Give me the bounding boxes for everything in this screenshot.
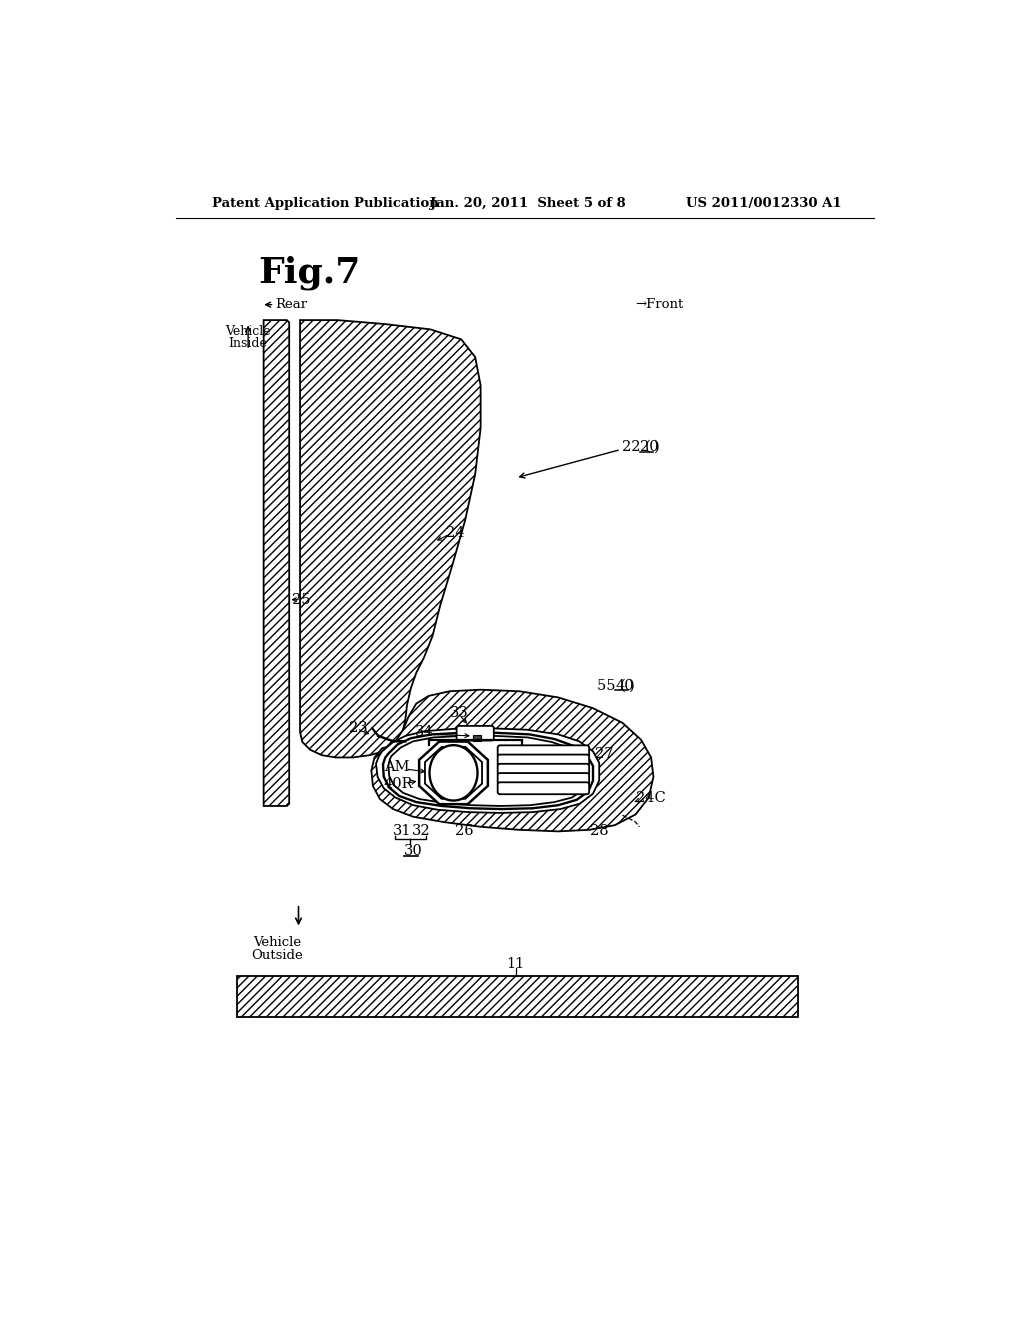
Text: ): ) (629, 678, 635, 693)
Text: 24C: 24C (636, 791, 667, 805)
Text: AM: AM (384, 760, 410, 774)
Text: 40: 40 (615, 678, 634, 693)
FancyBboxPatch shape (498, 783, 589, 795)
Text: 20: 20 (640, 440, 658, 454)
Text: Vehicle: Vehicle (253, 936, 301, 949)
Text: 31: 31 (393, 825, 412, 838)
Text: 11: 11 (507, 957, 524, 970)
FancyBboxPatch shape (498, 774, 589, 785)
FancyBboxPatch shape (498, 764, 589, 776)
Polygon shape (383, 733, 593, 809)
Polygon shape (263, 321, 289, 807)
Text: Jan. 20, 2011  Sheet 5 of 8: Jan. 20, 2011 Sheet 5 of 8 (430, 197, 626, 210)
Text: 26: 26 (455, 825, 474, 838)
Bar (237, 977, 799, 1016)
Polygon shape (372, 689, 653, 832)
Polygon shape (376, 729, 599, 813)
Text: 33: 33 (450, 706, 468, 719)
Polygon shape (300, 321, 480, 758)
Text: Rear: Rear (275, 298, 307, 312)
Text: 22 (: 22 ( (622, 440, 650, 454)
Text: 25: 25 (292, 593, 311, 607)
Polygon shape (419, 742, 487, 804)
Text: 30: 30 (403, 845, 423, 858)
Bar (473, 735, 480, 741)
Text: Fig.7: Fig.7 (258, 255, 360, 289)
Text: Outside: Outside (251, 949, 303, 962)
Polygon shape (388, 737, 588, 807)
Text: 34: 34 (415, 725, 433, 739)
Text: Vehicle: Vehicle (225, 325, 271, 338)
FancyBboxPatch shape (457, 726, 494, 741)
Text: 32: 32 (412, 825, 430, 838)
FancyBboxPatch shape (498, 755, 589, 767)
Text: 40R: 40R (384, 776, 414, 791)
Text: Inside: Inside (228, 338, 267, 351)
Text: US 2011/0012330 A1: US 2011/0012330 A1 (686, 197, 842, 210)
Text: →Front: →Front (635, 298, 683, 312)
Text: 27: 27 (595, 747, 613, 760)
FancyBboxPatch shape (498, 746, 589, 758)
Text: ): ) (653, 440, 659, 454)
Text: 55 (: 55 ( (597, 678, 626, 693)
Polygon shape (425, 747, 482, 799)
Text: Patent Application Publication: Patent Application Publication (212, 197, 438, 210)
Text: 23: 23 (349, 721, 368, 735)
Text: 28: 28 (590, 825, 608, 838)
Text: 24: 24 (445, 527, 464, 540)
Polygon shape (429, 746, 477, 800)
